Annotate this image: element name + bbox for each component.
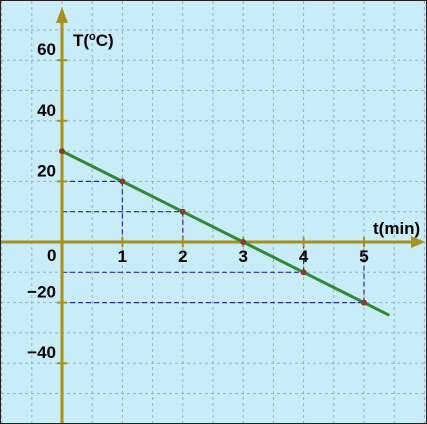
y-axis-title-prefix: T(	[73, 31, 89, 50]
y-axis-title-suffix: C)	[96, 31, 114, 50]
y-tick-label: 60	[37, 40, 56, 59]
y-tick-label: −40	[27, 343, 56, 362]
x-axis-title: t(min)	[373, 219, 420, 238]
data-point	[179, 208, 186, 215]
x-tick-label: 2	[178, 247, 187, 266]
x-tick-label: 3	[238, 247, 247, 266]
data-point	[300, 269, 307, 276]
x-tick-label: 4	[299, 247, 309, 266]
y-axis-title: T(oC)	[73, 31, 114, 50]
data-point	[240, 239, 247, 245]
x-axis-arrow	[411, 236, 425, 248]
x-tick-label: 5	[359, 247, 368, 266]
y-tick-label: 40	[37, 101, 56, 120]
y-tick-label: −20	[27, 283, 56, 302]
y-axis-title-degree: o	[89, 31, 96, 43]
data-point	[59, 148, 65, 155]
y-tick-label: 20	[37, 161, 56, 180]
data-point	[119, 178, 126, 185]
temperature-line	[60, 149, 390, 317]
origin-label: 0	[47, 246, 56, 265]
x-tick-label: 1	[118, 247, 127, 266]
data-point	[361, 299, 367, 306]
y-axis-arrow	[56, 7, 68, 23]
